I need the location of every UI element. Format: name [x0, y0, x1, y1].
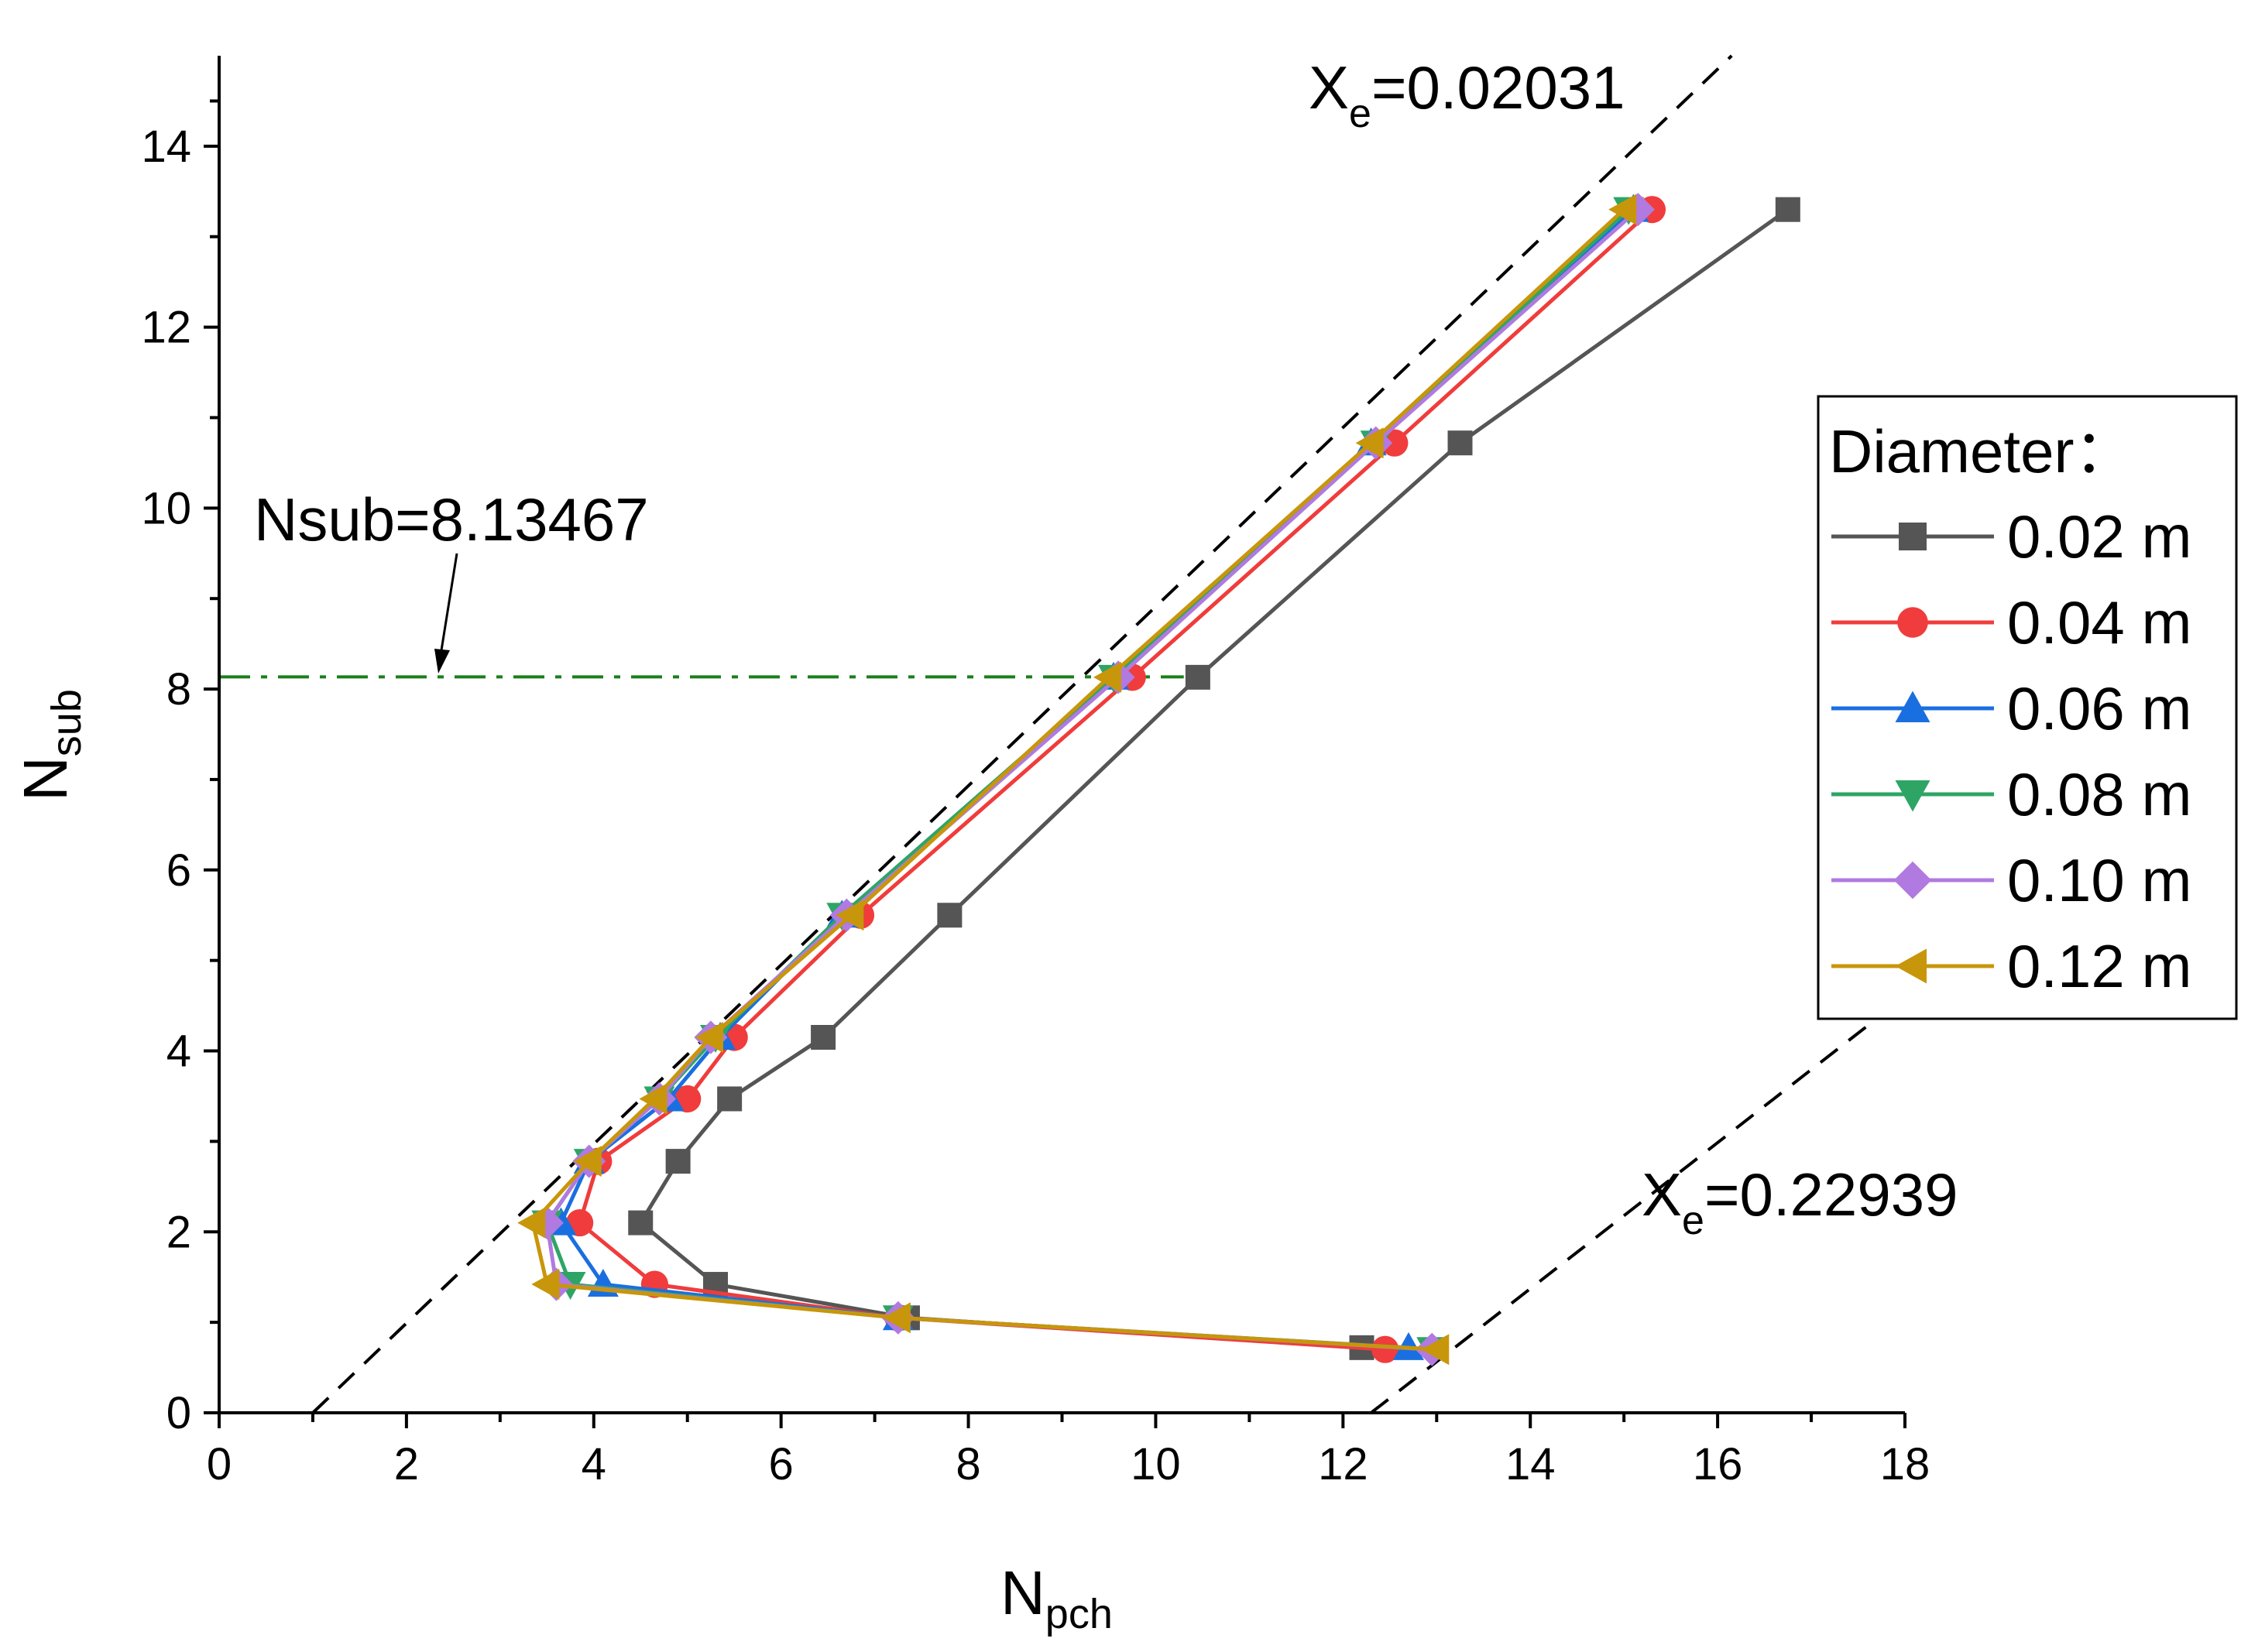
data-point	[1185, 664, 1210, 690]
y-axis-label: Nsub	[11, 689, 90, 801]
legend-item: 0.04 m	[1831, 588, 2191, 656]
xe-low-annotation: Xe=0.02031	[1309, 53, 1625, 136]
legend-item: 0.12 m	[1831, 932, 2191, 1000]
legend-label: 0.02 m	[2007, 502, 2191, 571]
legend-label: 0.08 m	[2007, 760, 2191, 828]
data-point	[937, 903, 963, 928]
x-tick-label: 8	[956, 1439, 980, 1489]
data-point	[1447, 430, 1473, 456]
data-point	[639, 1083, 667, 1115]
series-0-06-m	[545, 194, 1649, 1360]
series-0-04-m	[566, 196, 1666, 1363]
x-tick-label: 6	[769, 1439, 794, 1489]
data-point	[1355, 427, 1384, 459]
data-point	[517, 1207, 546, 1239]
series-line	[544, 207, 1630, 1352]
y-tick-label: 6	[166, 845, 191, 896]
data-point	[836, 900, 864, 931]
x-tick-label: 12	[1318, 1439, 1368, 1489]
legend-label: 0.04 m	[2007, 588, 2191, 656]
y-tick-label: 4	[166, 1027, 191, 1077]
data-point	[1421, 1334, 1450, 1366]
reference-line-xe-high	[1370, 995, 1906, 1414]
series-line	[558, 207, 1635, 1350]
data-point	[628, 1210, 654, 1236]
nsub-arrow	[434, 553, 458, 673]
y-tick-label: 2	[166, 1207, 191, 1257]
x-tick-label: 0	[207, 1439, 232, 1489]
legend-label: 0.10 m	[2007, 846, 2191, 914]
legend-label: 0.06 m	[2007, 674, 2191, 742]
x-axis-label: Npch	[1000, 1558, 1113, 1637]
x-tick-label: 4	[582, 1439, 606, 1489]
series-line	[578, 207, 1654, 1352]
legend-item: 0.10 m	[1831, 846, 2191, 914]
series-line	[530, 207, 1625, 1352]
legend-item: 0.08 m	[1831, 760, 2191, 828]
legend-marker	[1899, 523, 1927, 550]
series-0-12-m	[517, 194, 1637, 1366]
legend-marker	[1895, 780, 1930, 812]
legend-marker	[1897, 607, 1928, 638]
legend-item: 0.02 m	[1831, 502, 2191, 571]
y-tick-label: 0	[166, 1388, 191, 1438]
data-point	[1093, 661, 1121, 693]
xe-high-annotation: Xe=0.22939	[1642, 1160, 1958, 1243]
legend-item: 0.06 m	[1831, 674, 2191, 742]
series-0-02-m	[628, 197, 1800, 1360]
data-point	[717, 1086, 743, 1112]
axes: 0 2 4 6 8 10 12 14 16 18 0 2 4 6 8 10 12 14	[141, 56, 1930, 1489]
y-tick-label: 10	[141, 483, 191, 533]
data-point	[665, 1149, 691, 1174]
data-point	[882, 1302, 911, 1334]
data-point	[1608, 194, 1637, 225]
x-tick-label: 14	[1505, 1439, 1556, 1489]
series-line	[638, 207, 1790, 1350]
legend-marker	[1895, 691, 1930, 722]
data-point	[573, 1146, 602, 1177]
legend-marker	[1893, 861, 1932, 900]
y-tick-label: 14	[141, 122, 191, 172]
series-layer	[517, 193, 1800, 1366]
y-tick-label: 8	[166, 664, 191, 715]
x-tick-label: 10	[1131, 1439, 1181, 1489]
x-tick-label: 16	[1693, 1439, 1743, 1489]
y-tick-label: 12	[141, 303, 191, 353]
data-point	[1371, 1335, 1399, 1363]
reference-lines	[219, 54, 1906, 1414]
legend: Diameter： 0.02 m 0.04 m 0.06 m 0.08 m 0.10 m…	[1817, 395, 2238, 1020]
data-point	[1775, 197, 1800, 222]
x-tick-label: 2	[394, 1439, 419, 1489]
data-point	[695, 1022, 723, 1054]
nsub-annotation: Nsub=8.13467	[254, 485, 649, 554]
data-point	[811, 1025, 836, 1050]
data-point	[531, 1269, 560, 1301]
x-tick-label: 18	[1880, 1439, 1930, 1489]
legend-title: Diameter：	[1829, 417, 2134, 485]
legend-marker	[1895, 948, 1927, 984]
reference-line-xe-low	[311, 54, 1733, 1414]
legend-label: 0.12 m	[2007, 932, 2191, 1000]
